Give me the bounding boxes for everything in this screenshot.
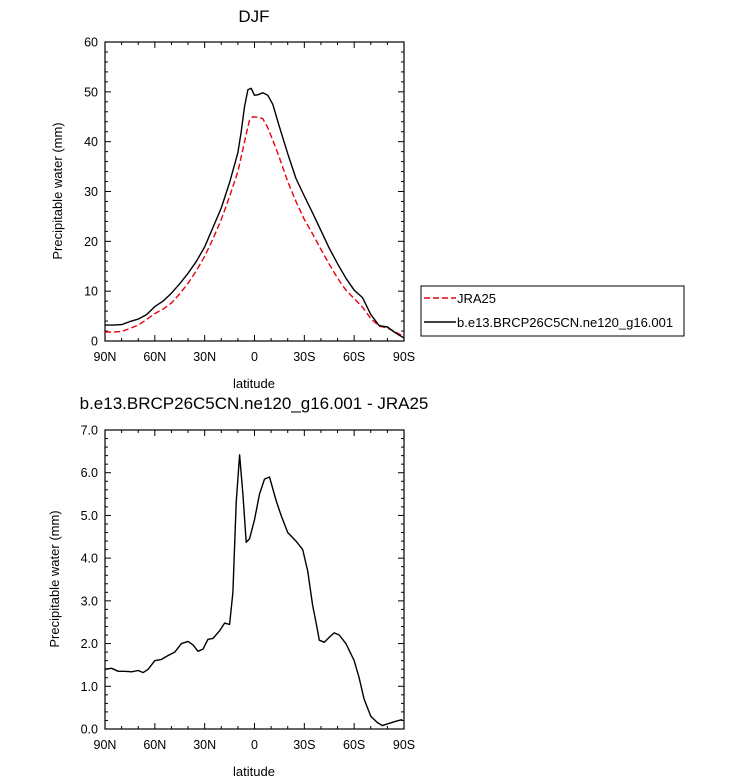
bottom-y-tick-label: 6.0 <box>81 466 98 480</box>
bottom-series-line-0 <box>104 454 403 727</box>
bottom-plot-area: 90N 60N 30N 0 30S 60S 90S 0.0 1.0 2.0 3.0 4.0 5.0 6.0… <box>81 424 416 753</box>
top-plot-area: 90N 60N 30N 0 30S 60S 90S 0 10 20 30 40 50 60 <box>84 36 415 365</box>
top-series-line-0 <box>105 116 405 338</box>
bottom-chart-title: b.e13.BRCP26C5CN.ne120_g16.001 - JRA25 <box>80 394 429 413</box>
top-y-tick-label: 60 <box>84 36 98 50</box>
legend-label-jra25: JRA25 <box>457 291 496 306</box>
top-x-tick-label: 30S <box>293 350 315 364</box>
bottom-y-tick-label: 2.0 <box>81 637 98 651</box>
bottom-y-tick-label: 0.0 <box>81 723 98 737</box>
bottom-y-tick-label: 5.0 <box>81 509 98 523</box>
top-series-line-1 <box>105 87 405 339</box>
top-y-tick-label: 40 <box>84 135 98 149</box>
top-x-axis-label: latitude <box>233 376 275 391</box>
top-y-tick-label: 30 <box>84 185 98 199</box>
top-y-tick-label: 10 <box>84 285 98 299</box>
bottom-y-axis-label: Precipitable water (mm) <box>47 510 62 647</box>
top-y-tick-label: 0 <box>91 335 98 349</box>
bottom-y-tick-label: 4.0 <box>81 552 98 566</box>
bottom-panel: b.e13.BRCP26C5CN.ne120_g16.001 - JRA25 9… <box>47 394 428 779</box>
legend-label-model: b.e13.BRCP26C5CN.ne120_g16.001 <box>457 315 673 330</box>
top-x-tick-label: 60N <box>143 350 166 364</box>
top-plot-frame <box>104 41 405 342</box>
bottom-y-tick-label: 1.0 <box>81 680 98 694</box>
legend-box <box>420 285 685 337</box>
bottom-x-tick-label: 90N <box>94 738 117 752</box>
top-x-tick-label: 30N <box>193 350 216 364</box>
bottom-x-tick-label: 60S <box>343 738 365 752</box>
top-x-tick-label: 0 <box>251 350 258 364</box>
bottom-x-tick-label: 30N <box>193 738 216 752</box>
top-panel: DJF 90N 60N 30N 0 30S 60S 90S 0 10 20 30 40 50 60 lat… <box>50 7 415 391</box>
legend: JRA25 b.e13.BRCP26C5CN.ne120_g16.001 <box>420 285 685 337</box>
bottom-plot-frame <box>104 429 405 730</box>
top-y-axis-label: Precipitable water (mm) <box>50 122 65 259</box>
bottom-x-axis-label: latitude <box>233 764 275 779</box>
bottom-x-tick-label: 90S <box>393 738 415 752</box>
bottom-x-tick-label: 0 <box>251 738 258 752</box>
top-chart-title: DJF <box>238 7 269 26</box>
bottom-y-tick-label: 7.0 <box>81 424 98 438</box>
top-y-tick-label: 20 <box>84 235 98 249</box>
top-x-tick-label: 90S <box>393 350 415 364</box>
top-x-tick-label: 60S <box>343 350 365 364</box>
top-y-tick-label: 50 <box>84 85 98 99</box>
bottom-y-tick-label: 3.0 <box>81 594 98 608</box>
bottom-x-tick-label: 30S <box>293 738 315 752</box>
top-x-tick-label: 90N <box>94 350 117 364</box>
bottom-x-tick-label: 60N <box>143 738 166 752</box>
